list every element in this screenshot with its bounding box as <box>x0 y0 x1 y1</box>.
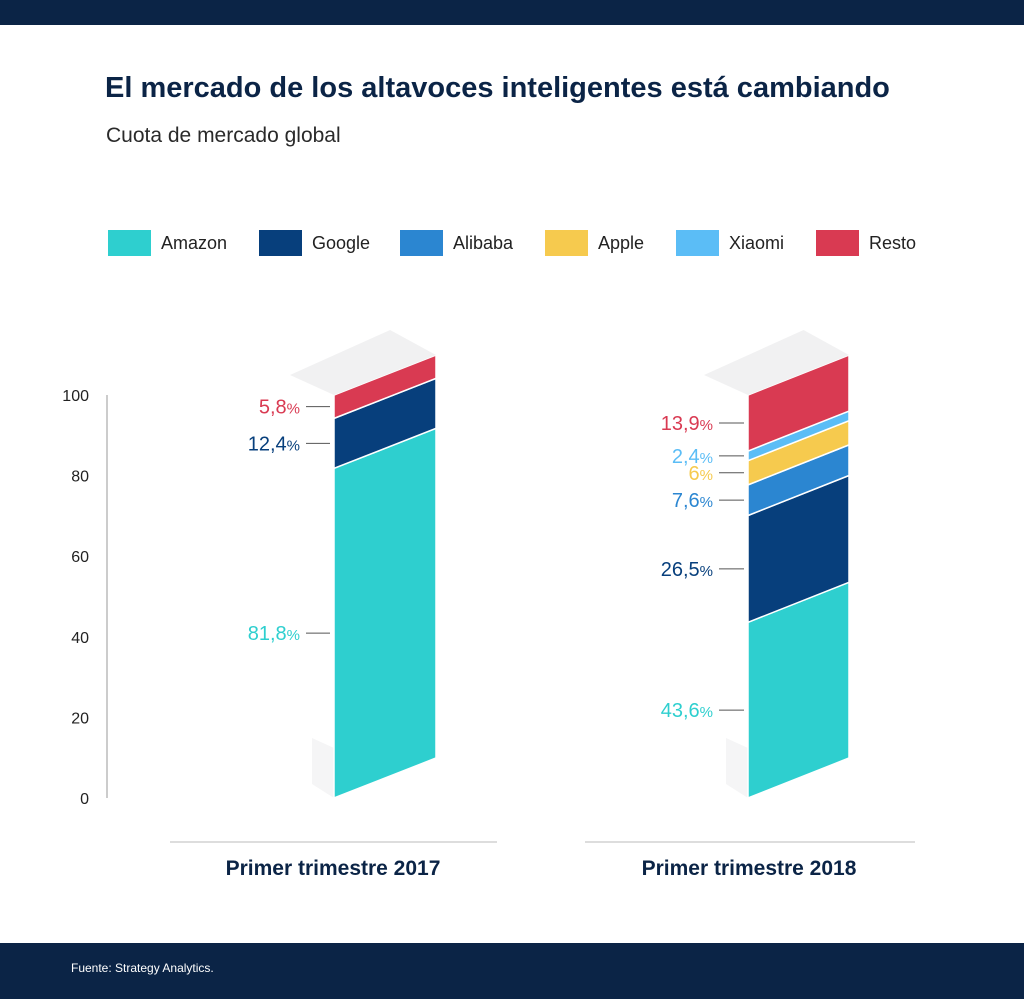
legend-swatch-xiaomi <box>676 230 719 256</box>
bar-segment-amazon-primer-trimestre-2017 <box>333 427 437 800</box>
source-note: Fuente: Strategy Analytics. <box>71 961 214 975</box>
y-tick-label-20: 20 <box>71 710 89 727</box>
legend-item-google: Google <box>259 230 370 256</box>
value-label-amazon-primer-trimestre-2018: 43,6% <box>661 700 713 722</box>
bar-shadow-primer-trimestre-2017 <box>312 738 334 798</box>
legend-swatch-resto <box>816 230 859 256</box>
chart-title: El mercado de los altavoces inteligentes… <box>105 72 890 104</box>
bar-shadow-primer-trimestre-2018 <box>726 738 748 798</box>
legend-item-alibaba: Alibaba <box>400 230 513 256</box>
category-label-2017: Primer trimestre 2017 <box>225 857 441 880</box>
legend-swatch-amazon <box>108 230 151 256</box>
y-tick-label-0: 0 <box>80 791 89 808</box>
value-label-xiaomi-primer-trimestre-2018: 2,4% <box>672 446 713 468</box>
chart-subtitle: Cuota de mercado global <box>106 124 341 147</box>
y-tick-label-40: 40 <box>71 630 89 647</box>
legend-swatch-google <box>259 230 302 256</box>
value-label-resto-primer-trimestre-2017: 5,8% <box>259 397 300 419</box>
legend-item-amazon: Amazon <box>108 230 227 256</box>
legend-swatch-alibaba <box>400 230 443 256</box>
legend-label-alibaba: Alibaba <box>453 232 514 253</box>
legend-label-google: Google <box>312 232 371 253</box>
y-tick-label-100: 100 <box>62 388 89 405</box>
category-label-2018: Primer trimestre 2018 <box>641 857 857 880</box>
value-label-resto-primer-trimestre-2018: 13,9% <box>661 413 713 435</box>
y-tick-label-80: 80 <box>71 469 89 486</box>
legend-item-resto: Resto <box>816 230 916 256</box>
legend-item-apple: Apple <box>545 230 644 256</box>
bar-top-face-primer-trimestre-2017 <box>290 330 436 395</box>
legend-label-xiaomi: Xiaomi <box>729 232 785 253</box>
legend-item-xiaomi: Xiaomi <box>676 230 784 256</box>
top-bar <box>0 0 1024 25</box>
legend-swatch-apple <box>545 230 588 256</box>
bar-top-face-primer-trimestre-2018 <box>704 330 849 395</box>
value-label-amazon-primer-trimestre-2017: 81,8% <box>248 623 300 645</box>
legend-label-apple: Apple <box>598 232 645 253</box>
value-label-apple-primer-trimestre-2018: 6% <box>689 463 713 485</box>
value-label-alibaba-primer-trimestre-2018: 7,6% <box>672 490 713 512</box>
bottom-bar <box>0 943 1024 999</box>
legend-label-resto: Resto <box>869 232 917 253</box>
value-label-google-primer-trimestre-2017: 12,4% <box>248 433 300 455</box>
value-label-google-primer-trimestre-2018: 26,5% <box>661 559 713 581</box>
legend-label-amazon: Amazon <box>161 232 228 253</box>
y-tick-label-60: 60 <box>71 549 89 566</box>
